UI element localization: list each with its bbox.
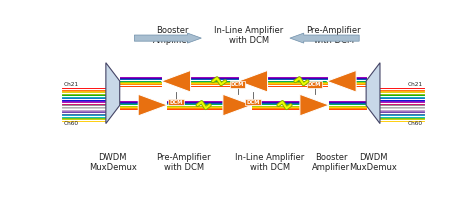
Text: In-Line Amplifier
with DCM: In-Line Amplifier with DCM — [235, 153, 304, 172]
Polygon shape — [106, 63, 120, 124]
Text: Ch21: Ch21 — [407, 82, 422, 87]
Text: DCM: DCM — [169, 100, 182, 104]
Polygon shape — [327, 70, 356, 92]
Text: DWDM
MuxDemux: DWDM MuxDemux — [349, 153, 397, 172]
Text: In-Line Amplifier
with DCM: In-Line Amplifier with DCM — [214, 26, 284, 45]
Polygon shape — [223, 94, 252, 116]
Bar — [230, 81, 245, 88]
FancyArrow shape — [290, 33, 359, 43]
Text: Booster
Amplifier: Booster Amplifier — [312, 153, 351, 172]
Polygon shape — [238, 70, 267, 92]
Text: DCM: DCM — [308, 82, 321, 87]
Text: Booster
Amplifier: Booster Amplifier — [153, 26, 191, 45]
Polygon shape — [366, 63, 380, 124]
Polygon shape — [161, 70, 191, 92]
Polygon shape — [300, 94, 329, 116]
Text: Ch60: Ch60 — [64, 121, 79, 126]
Bar — [307, 81, 322, 88]
Bar — [245, 99, 261, 105]
Text: DCM: DCM — [231, 82, 244, 87]
FancyArrow shape — [134, 33, 201, 43]
Text: Pre-Amplifier
with DCM: Pre-Amplifier with DCM — [307, 26, 361, 45]
Text: Pre-Amplifier
with DCM: Pre-Amplifier with DCM — [156, 153, 211, 172]
Bar — [168, 99, 183, 105]
Text: DCM: DCM — [246, 100, 260, 104]
Text: Ch21: Ch21 — [64, 82, 79, 87]
Polygon shape — [138, 94, 167, 116]
Text: DWDM
MuxDemux: DWDM MuxDemux — [89, 153, 137, 172]
Text: Ch60: Ch60 — [407, 121, 422, 126]
